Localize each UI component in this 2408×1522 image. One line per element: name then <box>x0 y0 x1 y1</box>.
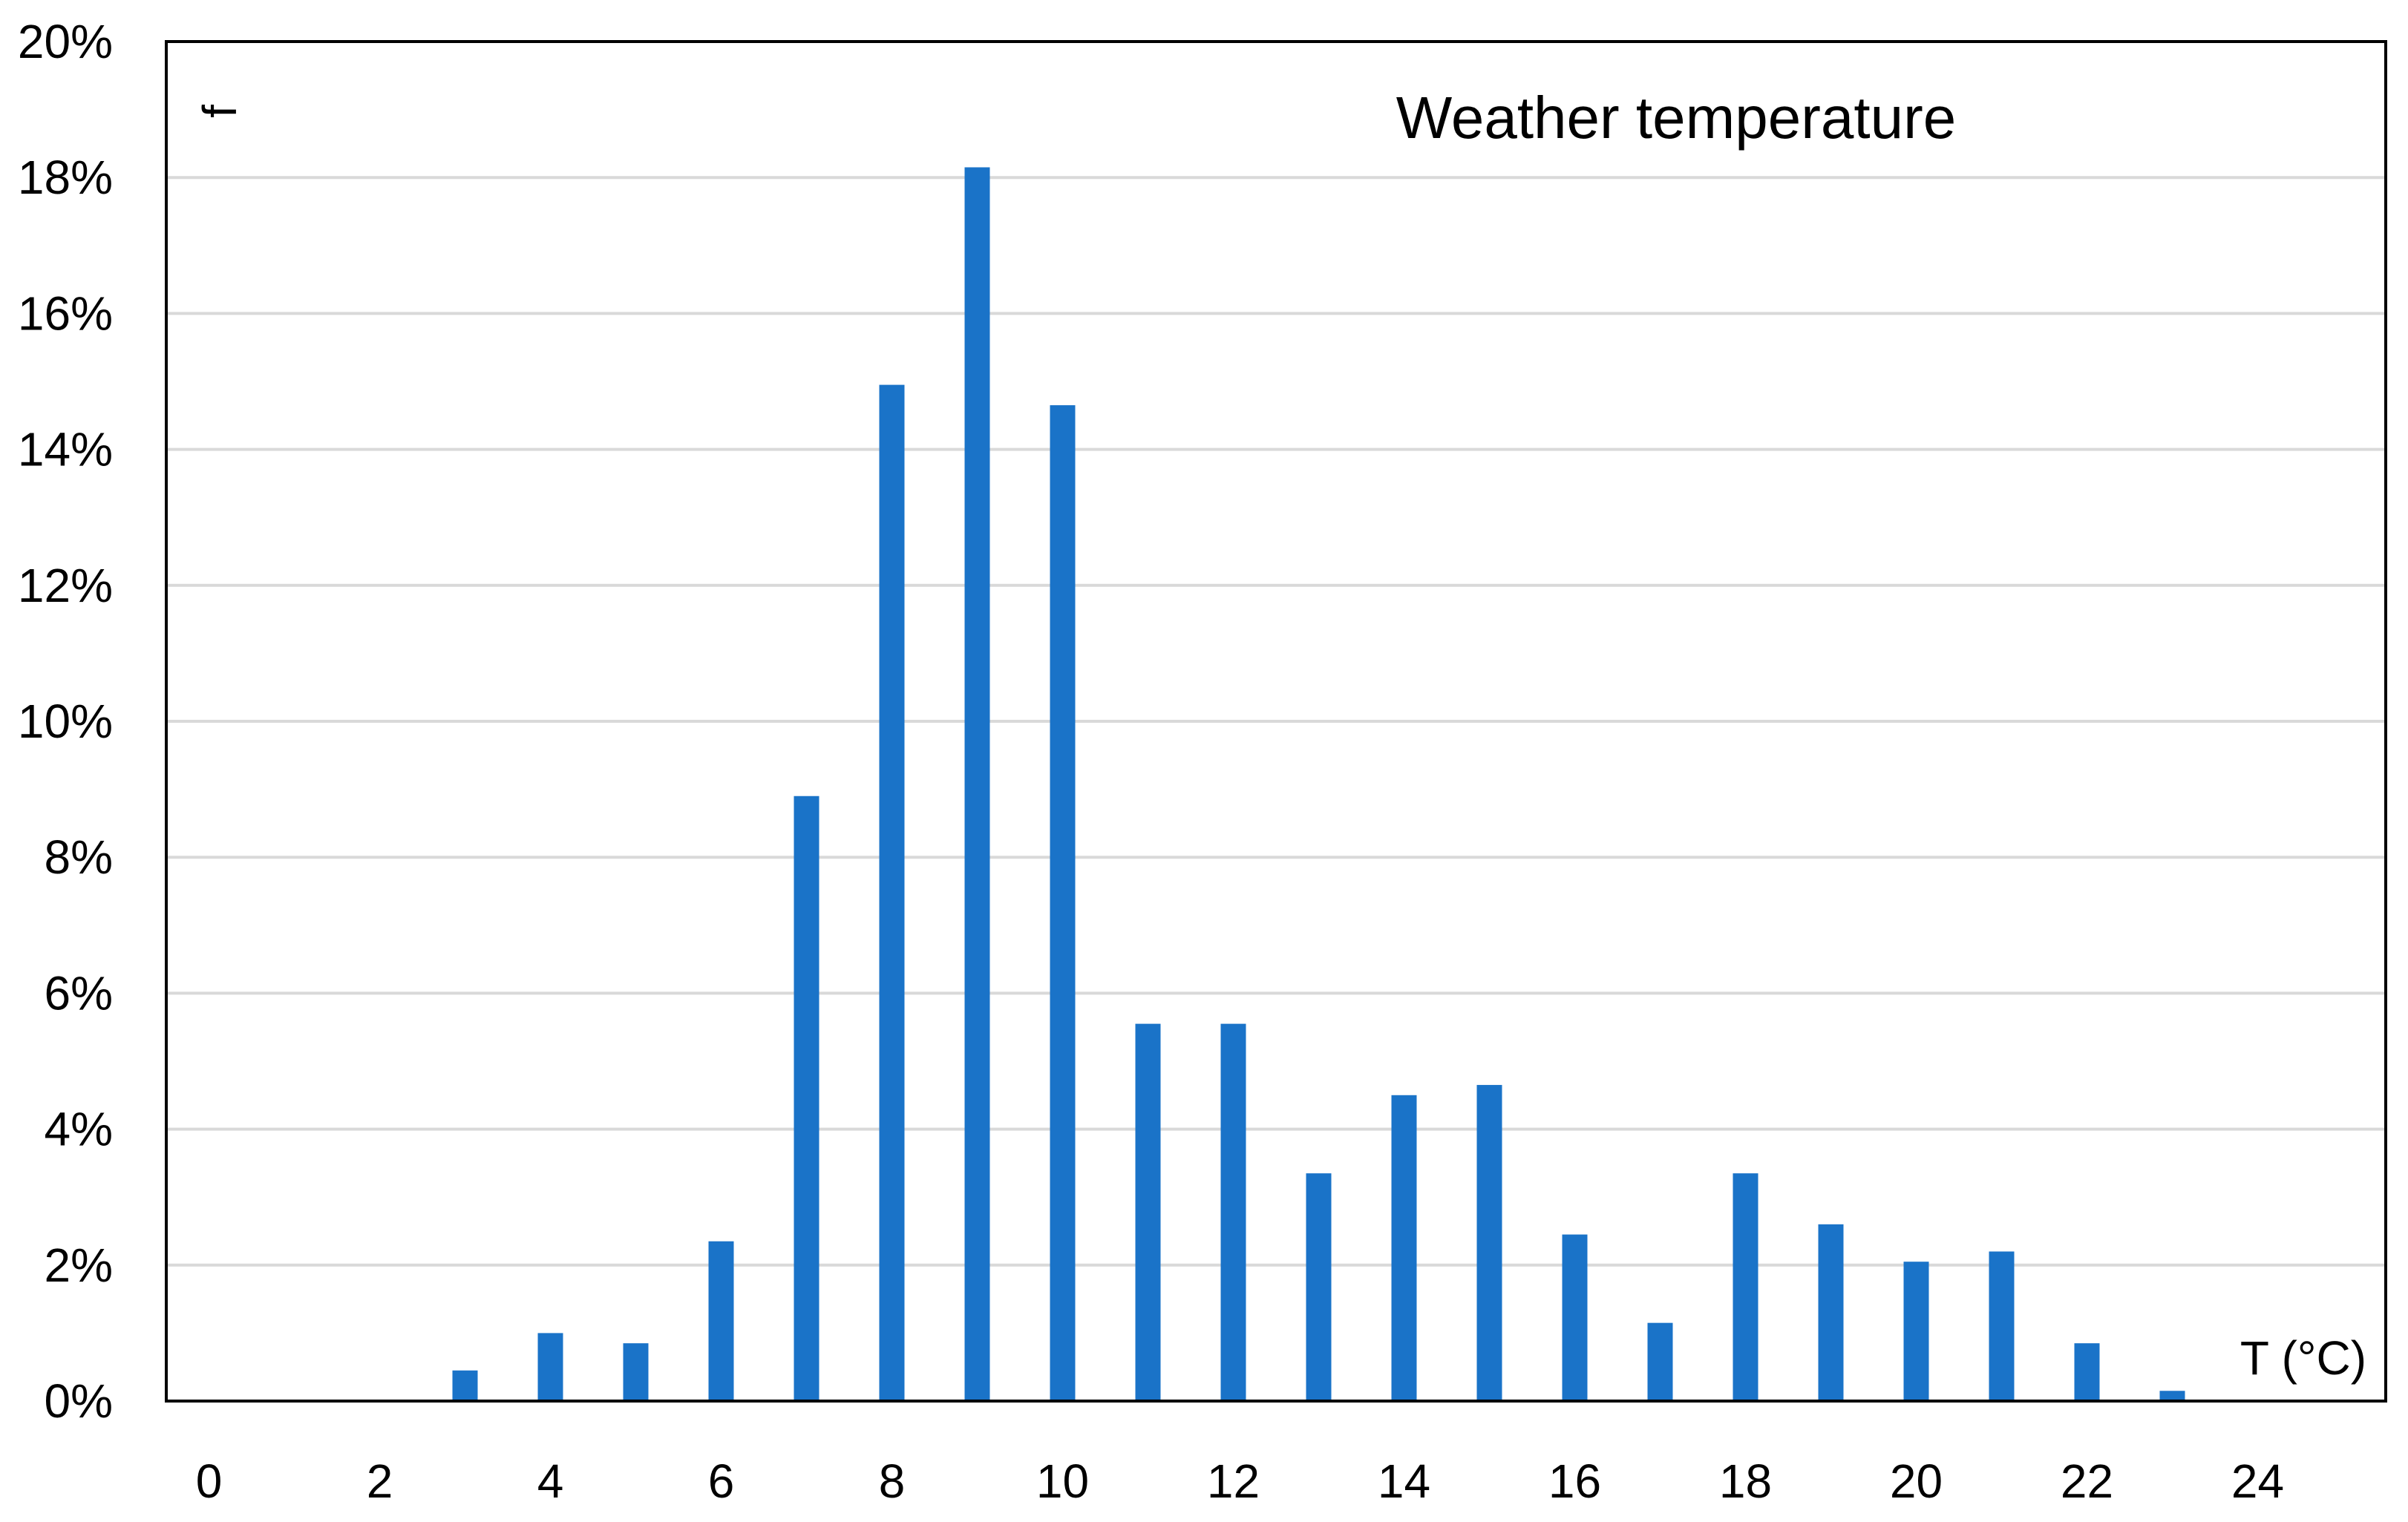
bar-7 <box>794 796 819 1401</box>
y-tick-label-6: 12% <box>18 559 113 612</box>
x-tick-label-11: 22 <box>2061 1454 2113 1508</box>
x-tick-label-1: 2 <box>367 1454 393 1508</box>
x-tick-label-7: 14 <box>1378 1454 1430 1508</box>
bar-17 <box>1647 1322 1673 1401</box>
y-axis-tick-labels: 0% 2% 4% 6% 8% 10% 12% 14% 16% 18% 20% <box>18 15 113 1428</box>
x-tick-label-4: 8 <box>879 1454 906 1508</box>
x-axis-tick-labels: 0 2 4 6 8 10 12 14 16 18 20 22 24 <box>196 1454 2284 1508</box>
bar-20 <box>1903 1262 1929 1401</box>
bar-4 <box>537 1333 563 1401</box>
x-tick-label-8: 16 <box>1548 1454 1601 1508</box>
bar-16 <box>1562 1234 1588 1401</box>
grid-lines <box>166 176 2386 1267</box>
y-tick-label-8: 16% <box>18 286 113 340</box>
y-tick-label-5: 10% <box>18 695 113 748</box>
y-tick-label-4: 8% <box>45 830 114 884</box>
x-tick-label-5: 10 <box>1036 1454 1089 1508</box>
x-tick-label-10: 20 <box>1890 1454 1943 1508</box>
bar-3 <box>452 1370 478 1401</box>
y-tick-label-1: 2% <box>45 1239 114 1292</box>
bar-23 <box>2159 1391 2185 1401</box>
bar-6 <box>708 1241 734 1401</box>
bar-11 <box>1135 1023 1161 1401</box>
bar-series <box>452 167 2185 1402</box>
y-tick-label-0: 0% <box>45 1374 114 1428</box>
bar-10 <box>1050 405 1076 1401</box>
x-tick-label-0: 0 <box>196 1454 223 1508</box>
x-tick-label-12: 24 <box>2231 1454 2284 1508</box>
x-tick-label-2: 4 <box>537 1454 564 1508</box>
y-tick-label-9: 18% <box>18 151 113 204</box>
bar-22 <box>2074 1343 2100 1401</box>
x-tick-label-9: 18 <box>1719 1454 1772 1508</box>
bar-13 <box>1306 1173 1332 1401</box>
bar-8 <box>879 384 905 1401</box>
chart-title: Weather temperature <box>1396 85 1956 151</box>
y-tick-label-3: 6% <box>45 966 114 1020</box>
x-axis-label: T (°C) <box>2240 1331 2366 1385</box>
y-tick-label-10: 20% <box>18 15 113 68</box>
bar-14 <box>1391 1095 1417 1401</box>
bar-12 <box>1220 1023 1246 1401</box>
bar-5 <box>623 1343 649 1401</box>
y-axis-label: f <box>193 105 246 118</box>
x-tick-label-3: 6 <box>708 1454 735 1508</box>
y-tick-label-2: 4% <box>45 1103 114 1156</box>
y-tick-label-7: 14% <box>18 423 113 476</box>
bar-18 <box>1733 1173 1758 1401</box>
bar-19 <box>1818 1224 1844 1401</box>
x-tick-label-6: 12 <box>1207 1454 1260 1508</box>
bar-15 <box>1476 1085 1502 1401</box>
bar-21 <box>1989 1251 2015 1401</box>
bar-9 <box>964 167 990 1402</box>
plot-frame <box>165 40 2387 1403</box>
